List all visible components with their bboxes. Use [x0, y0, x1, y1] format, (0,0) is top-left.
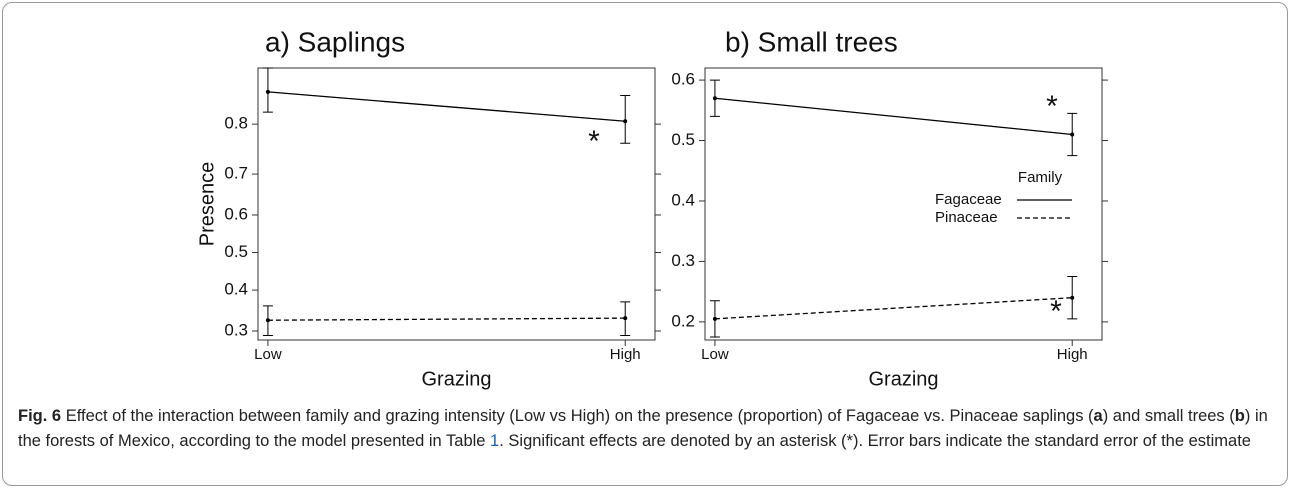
caption-text: ) and small trees ( — [1102, 407, 1235, 425]
caption-text: . Significant effects are denoted by an … — [499, 432, 1251, 450]
annotation: * — [588, 125, 600, 158]
x-axis-label: Grazing — [421, 368, 491, 390]
chart-title: a) Saplings — [265, 26, 405, 57]
series-line — [267, 91, 626, 122]
y-tick-label: 0.3 — [671, 251, 695, 270]
point — [1070, 132, 1075, 137]
caption-label: Fig. 6 — [18, 407, 62, 425]
series-line — [714, 297, 1073, 320]
x-axis-label: Grazing — [868, 368, 938, 390]
series-line — [267, 317, 626, 321]
y-tick-label: 0.2 — [671, 311, 695, 330]
x-tick-label: Low — [254, 346, 282, 363]
point — [623, 316, 628, 321]
legend-title: Family — [1018, 169, 1063, 186]
y-tick-label: 0.4 — [224, 280, 248, 299]
y-tick-label: 0.3 — [224, 320, 248, 339]
plot-frame — [257, 67, 656, 341]
point — [623, 119, 628, 124]
annotation: * — [1046, 90, 1058, 123]
legend-label: Pinaceae — [935, 209, 998, 226]
caption-text: Effect of the interaction between family… — [65, 407, 1094, 425]
y-tick-label: 0.8 — [224, 114, 248, 133]
series-line — [714, 97, 1073, 136]
y-tick-label: 0.5 — [224, 242, 248, 261]
caption-text: ) in the forests of Mexico, according to… — [18, 407, 1268, 450]
point — [265, 89, 270, 94]
point — [712, 96, 717, 101]
y-axis-label: Presence — [196, 162, 218, 247]
x-tick-label: High — [610, 346, 641, 363]
caption-text: a — [1093, 407, 1103, 425]
y-tick-label: 0.4 — [671, 190, 695, 209]
annotation: * — [1050, 295, 1062, 328]
figure: a) Saplings 0.3 0.4 0.5 0.6 0.7 0.8 Low High Graz… — [196, 26, 1108, 390]
y-tick-label: 0.7 — [224, 164, 248, 183]
legend-label: Fagaceae — [935, 191, 1002, 208]
plot-frame — [704, 67, 1103, 341]
x-tick-label: High — [1057, 346, 1088, 363]
caption-text: b — [1234, 407, 1245, 425]
y-tick-label: 0.5 — [671, 130, 695, 149]
y-tick-label: 0.6 — [671, 70, 695, 89]
x-tick-label: Low — [701, 346, 729, 363]
caption: Fig. 6 Effect of the interaction between… — [18, 404, 1268, 454]
point — [265, 318, 270, 323]
chart-title: b) Small trees — [725, 26, 898, 57]
point — [1070, 295, 1075, 300]
y-tick-label: 0.6 — [224, 204, 248, 223]
point — [712, 316, 717, 321]
table-link[interactable]: 1 — [490, 432, 500, 450]
